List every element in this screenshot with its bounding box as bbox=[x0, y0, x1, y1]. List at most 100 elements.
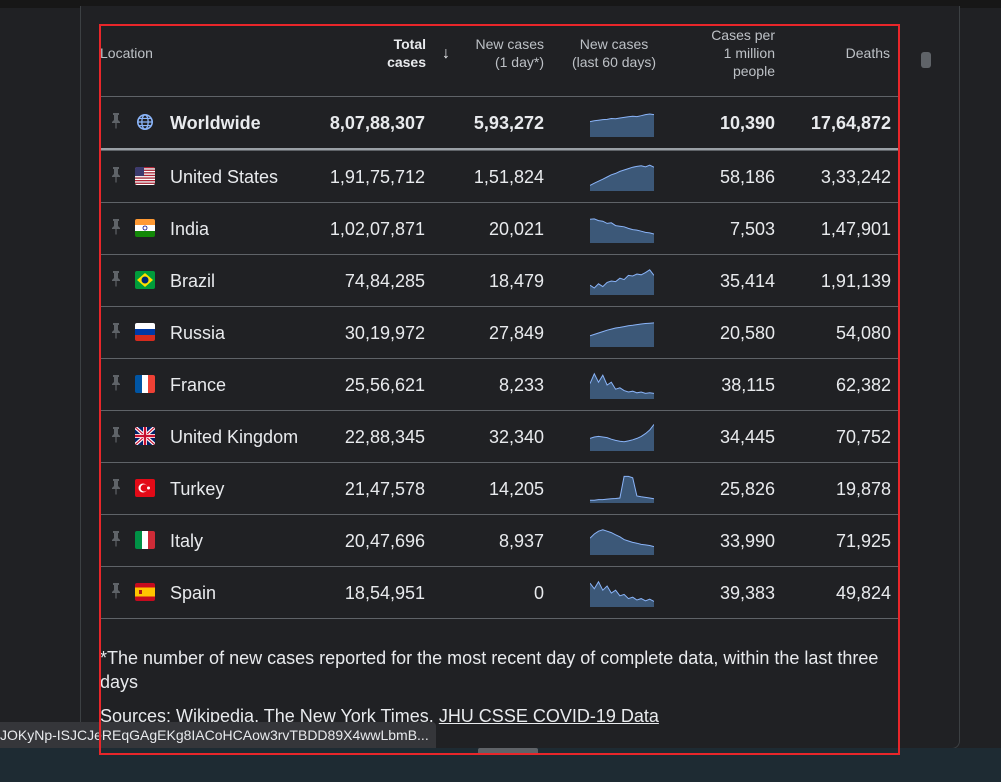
pin-icon[interactable] bbox=[110, 477, 122, 497]
total-label-line1: Total bbox=[393, 36, 426, 52]
trend-sparkline bbox=[590, 473, 655, 503]
deaths-value: 1,47,901 bbox=[820, 219, 891, 239]
location-name: France bbox=[170, 375, 227, 395]
status-url-bubble: JOKyNp-ISJCJeREqGAgEKg8IACoHCAow3rvTBDD8… bbox=[0, 722, 436, 748]
trend-sparkline bbox=[589, 421, 655, 451]
location-name: Worldwide bbox=[170, 113, 261, 133]
sources-line: Sources: Wikipedia, The New York Times, … bbox=[100, 706, 659, 727]
location-name: United Kingdom bbox=[170, 427, 299, 447]
italy-flag-icon bbox=[135, 531, 155, 549]
pin-icon[interactable] bbox=[110, 217, 122, 237]
table-row[interactable]: United Kingdom 22,88,345 32,340 34,445 70,75… bbox=[100, 410, 900, 462]
deaths-value: 70,752 bbox=[835, 427, 891, 447]
location-name: Spain bbox=[170, 583, 217, 603]
new1-label-line2: (1 day*) bbox=[494, 54, 544, 70]
total-cases-value: 25,56,621 bbox=[344, 375, 425, 395]
trend-sparkline bbox=[589, 369, 655, 399]
brazil-flag-icon bbox=[135, 271, 155, 289]
covid-stats-panel bbox=[80, 6, 960, 749]
location-name: United States bbox=[170, 167, 279, 187]
sources-prefix: Sources: Wikipedia, The New York Times, bbox=[100, 706, 439, 726]
column-header-deaths[interactable]: Deaths bbox=[846, 44, 890, 62]
total-cases-value: 1,02,07,871 bbox=[329, 219, 425, 239]
column-header-new-cases-1day[interactable]: New cases (1 day*) bbox=[476, 35, 544, 71]
table-row-worldwide[interactable]: Worldwide 8,07,88,307 5,93,272 10,390 17,64,… bbox=[100, 96, 900, 150]
table-row[interactable]: Spain 18,54,951 0 39,383 49,824 bbox=[100, 566, 900, 619]
column-header-new-cases-60days: New cases (last 60 days) bbox=[568, 35, 660, 71]
table-row[interactable]: Brazil 74,84,285 18,479 35,414 1,91,139 bbox=[100, 254, 900, 306]
left-gutter bbox=[0, 8, 80, 748]
trend-sparkline bbox=[589, 213, 655, 243]
new-cases-value: 14,205 bbox=[488, 479, 544, 499]
pin-icon[interactable] bbox=[110, 321, 122, 341]
total-cases-value: 21,47,578 bbox=[344, 479, 425, 499]
column-header-cases-per-million[interactable]: Cases per 1 million people bbox=[711, 26, 775, 80]
pin-icon[interactable] bbox=[110, 529, 122, 549]
deaths-value: 49,824 bbox=[835, 583, 891, 603]
column-header-location[interactable]: Location bbox=[100, 44, 153, 62]
new-cases-value: 20,021 bbox=[488, 219, 544, 239]
location-name: India bbox=[170, 219, 210, 239]
table-row[interactable]: Turkey 21,47,578 14,205 25,826 19,878 bbox=[100, 462, 900, 514]
cases-per-million-value: 25,826 bbox=[719, 479, 775, 499]
table-body: Worldwide 8,07,88,307 5,93,272 10,390 17,64,… bbox=[100, 96, 900, 619]
sort-descending-icon: ↓ bbox=[442, 45, 450, 62]
table-row[interactable]: Russia 30,19,972 27,849 20,580 54,080 bbox=[100, 306, 900, 358]
us-flag-icon bbox=[135, 167, 155, 185]
deaths-value: 62,382 bbox=[835, 375, 891, 395]
pin-icon[interactable] bbox=[110, 111, 122, 131]
cases-per-million-value: 10,390 bbox=[719, 113, 775, 133]
new-cases-value: 8,937 bbox=[498, 531, 544, 551]
permil-label-line3: people bbox=[732, 63, 775, 79]
total-cases-value: 1,91,75,712 bbox=[329, 167, 425, 187]
location-name: Russia bbox=[170, 323, 226, 343]
turkey-flag-icon bbox=[135, 479, 155, 497]
russia-flag-icon bbox=[135, 323, 155, 341]
total-cases-value: 74,84,285 bbox=[344, 271, 425, 291]
deaths-value: 1,91,139 bbox=[820, 271, 891, 291]
new1-label-line1: New cases bbox=[475, 36, 544, 52]
location-name: Brazil bbox=[170, 271, 216, 291]
spain-flag-icon bbox=[135, 583, 155, 601]
trend-sparkline bbox=[589, 317, 655, 347]
france-flag-icon bbox=[135, 375, 155, 393]
right-gutter bbox=[959, 8, 1001, 748]
new-cases-value: 8,233 bbox=[498, 375, 544, 395]
cases-per-million-value: 38,115 bbox=[721, 375, 775, 395]
trend-sparkline bbox=[589, 107, 655, 137]
deaths-value: 3,33,242 bbox=[820, 167, 891, 187]
new-cases-value: 32,340 bbox=[488, 427, 544, 447]
cases-per-million-value: 7,503 bbox=[729, 219, 775, 239]
new60-label-line1: New cases bbox=[579, 36, 649, 52]
pin-icon[interactable] bbox=[110, 269, 122, 289]
pin-icon[interactable] bbox=[110, 165, 122, 185]
deaths-value: 71,925 bbox=[835, 531, 891, 551]
new60-label-line2: (last 60 days) bbox=[571, 54, 657, 70]
deaths-value: 54,080 bbox=[835, 323, 891, 343]
horizontal-scrollbar-thumb[interactable] bbox=[478, 748, 538, 755]
new-cases-value: 0 bbox=[533, 583, 544, 603]
permil-label-line1: Cases per bbox=[711, 27, 775, 43]
table-row[interactable]: India 1,02,07,871 20,021 7,503 1,47,901 bbox=[100, 202, 900, 254]
pin-icon[interactable] bbox=[110, 373, 122, 393]
new-cases-value: 1,51,824 bbox=[473, 167, 544, 187]
column-header-total-cases[interactable]: Total cases ↓ bbox=[387, 35, 450, 71]
permil-label-line2: 1 million bbox=[723, 45, 775, 61]
total-cases-value: 8,07,88,307 bbox=[329, 113, 425, 133]
trend-sparkline bbox=[589, 265, 655, 295]
table-row[interactable]: France 25,56,621 8,233 38,115 62,382 bbox=[100, 358, 900, 410]
pin-icon[interactable] bbox=[110, 581, 122, 601]
deaths-value: 19,878 bbox=[835, 479, 891, 499]
cases-per-million-value: 34,445 bbox=[719, 427, 775, 447]
jhu-data-link[interactable]: JHU CSSE COVID-19 Data bbox=[438, 706, 659, 726]
pin-icon[interactable] bbox=[110, 425, 122, 445]
trend-sparkline bbox=[589, 525, 655, 555]
total-cases-value: 20,47,696 bbox=[344, 531, 425, 551]
cases-per-million-value: 35,414 bbox=[719, 271, 775, 291]
browser-top-strip bbox=[0, 0, 1001, 8]
table-row[interactable]: Italy 20,47,696 8,937 33,990 71,925 bbox=[100, 514, 900, 566]
table-row[interactable]: United States 1,91,75,712 1,51,824 58,186 3,… bbox=[100, 150, 900, 202]
vertical-scrollbar-thumb[interactable] bbox=[921, 52, 931, 68]
deaths-value: 17,64,872 bbox=[810, 113, 891, 133]
new-cases-value: 18,479 bbox=[488, 271, 544, 291]
